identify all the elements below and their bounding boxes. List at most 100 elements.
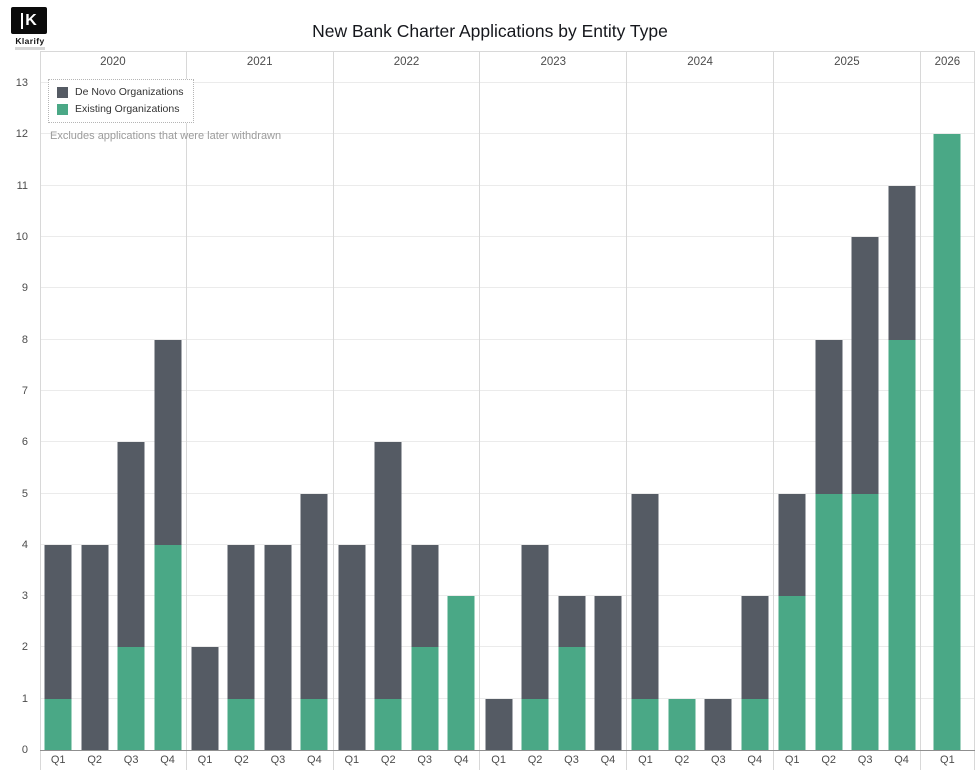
bar-segment-de-novo[interactable] [851,237,879,494]
stacked-bar[interactable] [191,647,219,750]
quarter-label: Q2 [674,754,690,766]
gridline [41,697,975,699]
stacked-bar[interactable] [447,596,475,750]
bar-segment-existing[interactable] [154,544,182,750]
bar-segment-de-novo[interactable] [191,647,219,750]
stacked-bar[interactable] [558,596,586,750]
bar-segment-de-novo[interactable] [631,493,659,699]
stacked-bar[interactable] [594,596,622,750]
bar-segment-de-novo[interactable] [594,596,622,750]
legend-item-existing[interactable]: Existing Organizations [57,103,184,115]
bar-segment-existing[interactable] [447,596,475,750]
bar-slot [223,73,259,750]
year-label: 2026 [934,56,961,68]
bar-segment-de-novo[interactable] [778,493,806,597]
gridline [41,82,975,84]
bar-segment-de-novo[interactable] [338,544,366,750]
bar-slot [334,73,370,750]
bar-segment-existing[interactable] [374,698,402,750]
bar-segment-de-novo[interactable] [741,596,769,699]
stacked-bar[interactable] [81,544,109,750]
bar-segment-existing[interactable] [741,698,769,750]
bar-segment-de-novo[interactable] [888,185,916,340]
quarter-label: Q4 [747,754,763,766]
bar-slot [443,73,479,750]
gridline [41,389,975,391]
bar-segment-de-novo[interactable] [44,544,72,699]
bar-segment-existing[interactable] [668,698,696,750]
legend-label-existing: Existing Organizations [75,103,180,115]
gridline [41,184,975,186]
stacked-bar[interactable] [668,698,696,750]
bar-segment-existing[interactable] [300,698,328,750]
bar-segment-de-novo[interactable] [411,544,439,648]
year-label: 2021 [246,56,273,68]
stacked-bar[interactable] [374,442,402,750]
stacked-bar[interactable] [888,185,916,750]
quarter-label: Q2 [87,754,103,766]
stacked-bar[interactable] [485,698,513,750]
y-tick-label: 10 [15,231,28,243]
bar-segment-existing[interactable] [117,647,145,750]
bar-segment-de-novo[interactable] [264,544,292,750]
legend-item-de-novo[interactable]: De Novo Organizations [57,86,184,98]
stacked-bar[interactable] [704,698,732,750]
bar-segment-de-novo[interactable] [485,698,513,750]
stacked-bar[interactable] [933,134,961,750]
bar-slot [590,73,626,750]
stacked-bar[interactable] [815,339,843,750]
year-panes: 2020 Q1 Q2 Q3 Q4 2021 Q1 Q2 Q3 Q4 2022 Q1 Q2 Q3 Q4 2023… [40,51,976,770]
stacked-bar[interactable] [741,596,769,750]
bar-slots [334,73,480,750]
quarter-label: Q1 [638,754,653,766]
stacked-bar[interactable] [44,544,72,750]
bar-segment-de-novo[interactable] [521,544,549,699]
bar-segment-de-novo[interactable] [300,493,328,699]
bar-segment-existing[interactable] [851,493,879,750]
gridline [41,236,975,237]
stacked-bar[interactable] [117,442,145,750]
bar-slot [149,73,185,750]
stacked-bar[interactable] [631,493,659,750]
stacked-bar[interactable] [851,237,879,750]
bar-segment-de-novo[interactable] [227,544,255,699]
bar-segment-de-novo[interactable] [815,339,843,494]
stacked-bar[interactable] [264,544,292,750]
stacked-bar[interactable] [778,493,806,750]
bar-segment-de-novo[interactable] [558,596,586,648]
bar-segment-de-novo[interactable] [154,339,182,545]
bar-segment-existing[interactable] [815,493,843,750]
bar-segment-existing[interactable] [778,596,806,750]
quarter-label-row: Q1 Q2 Q3 Q4 [627,750,773,770]
bar-segment-de-novo[interactable] [117,442,145,648]
stacked-bar[interactable] [338,544,366,750]
year-pane: 2020 Q1 Q2 Q3 Q4 [40,51,187,770]
bar-segment-existing[interactable] [558,647,586,750]
klarify-logo-text: Klarify [15,36,45,46]
bar-slot [40,73,76,750]
bar-segment-existing[interactable] [933,134,961,750]
year-pane: 2021 Q1 Q2 Q3 Q4 [187,51,334,770]
bar-segment-existing[interactable] [411,647,439,750]
stacked-bar[interactable] [154,339,182,750]
bar-segment-existing[interactable] [44,698,72,750]
stacked-bar[interactable] [411,544,439,750]
bar-segment-de-novo[interactable] [81,544,109,750]
y-tick-label: 2 [21,641,28,654]
quarter-label: Q1 [784,754,800,766]
bar-slots [480,73,626,750]
quarter-label: Q1 [940,754,955,766]
year-label: 2023 [540,56,567,68]
bar-segment-de-novo[interactable] [374,442,402,699]
bar-segment-existing[interactable] [888,339,916,750]
bar-segment-existing[interactable] [521,698,549,750]
quarter-label-row: Q1 Q2 Q3 Q4 [480,750,626,770]
bar-segment-existing[interactable] [631,698,659,750]
stacked-bar[interactable] [300,493,328,750]
stacked-bar[interactable] [227,544,255,750]
bar-segment-existing[interactable] [227,698,255,750]
bar-segment-de-novo[interactable] [704,698,732,750]
stacked-bar[interactable] [521,544,549,750]
klarify-logo-mark: K [11,7,47,34]
quarter-label: Q4 [307,754,322,766]
